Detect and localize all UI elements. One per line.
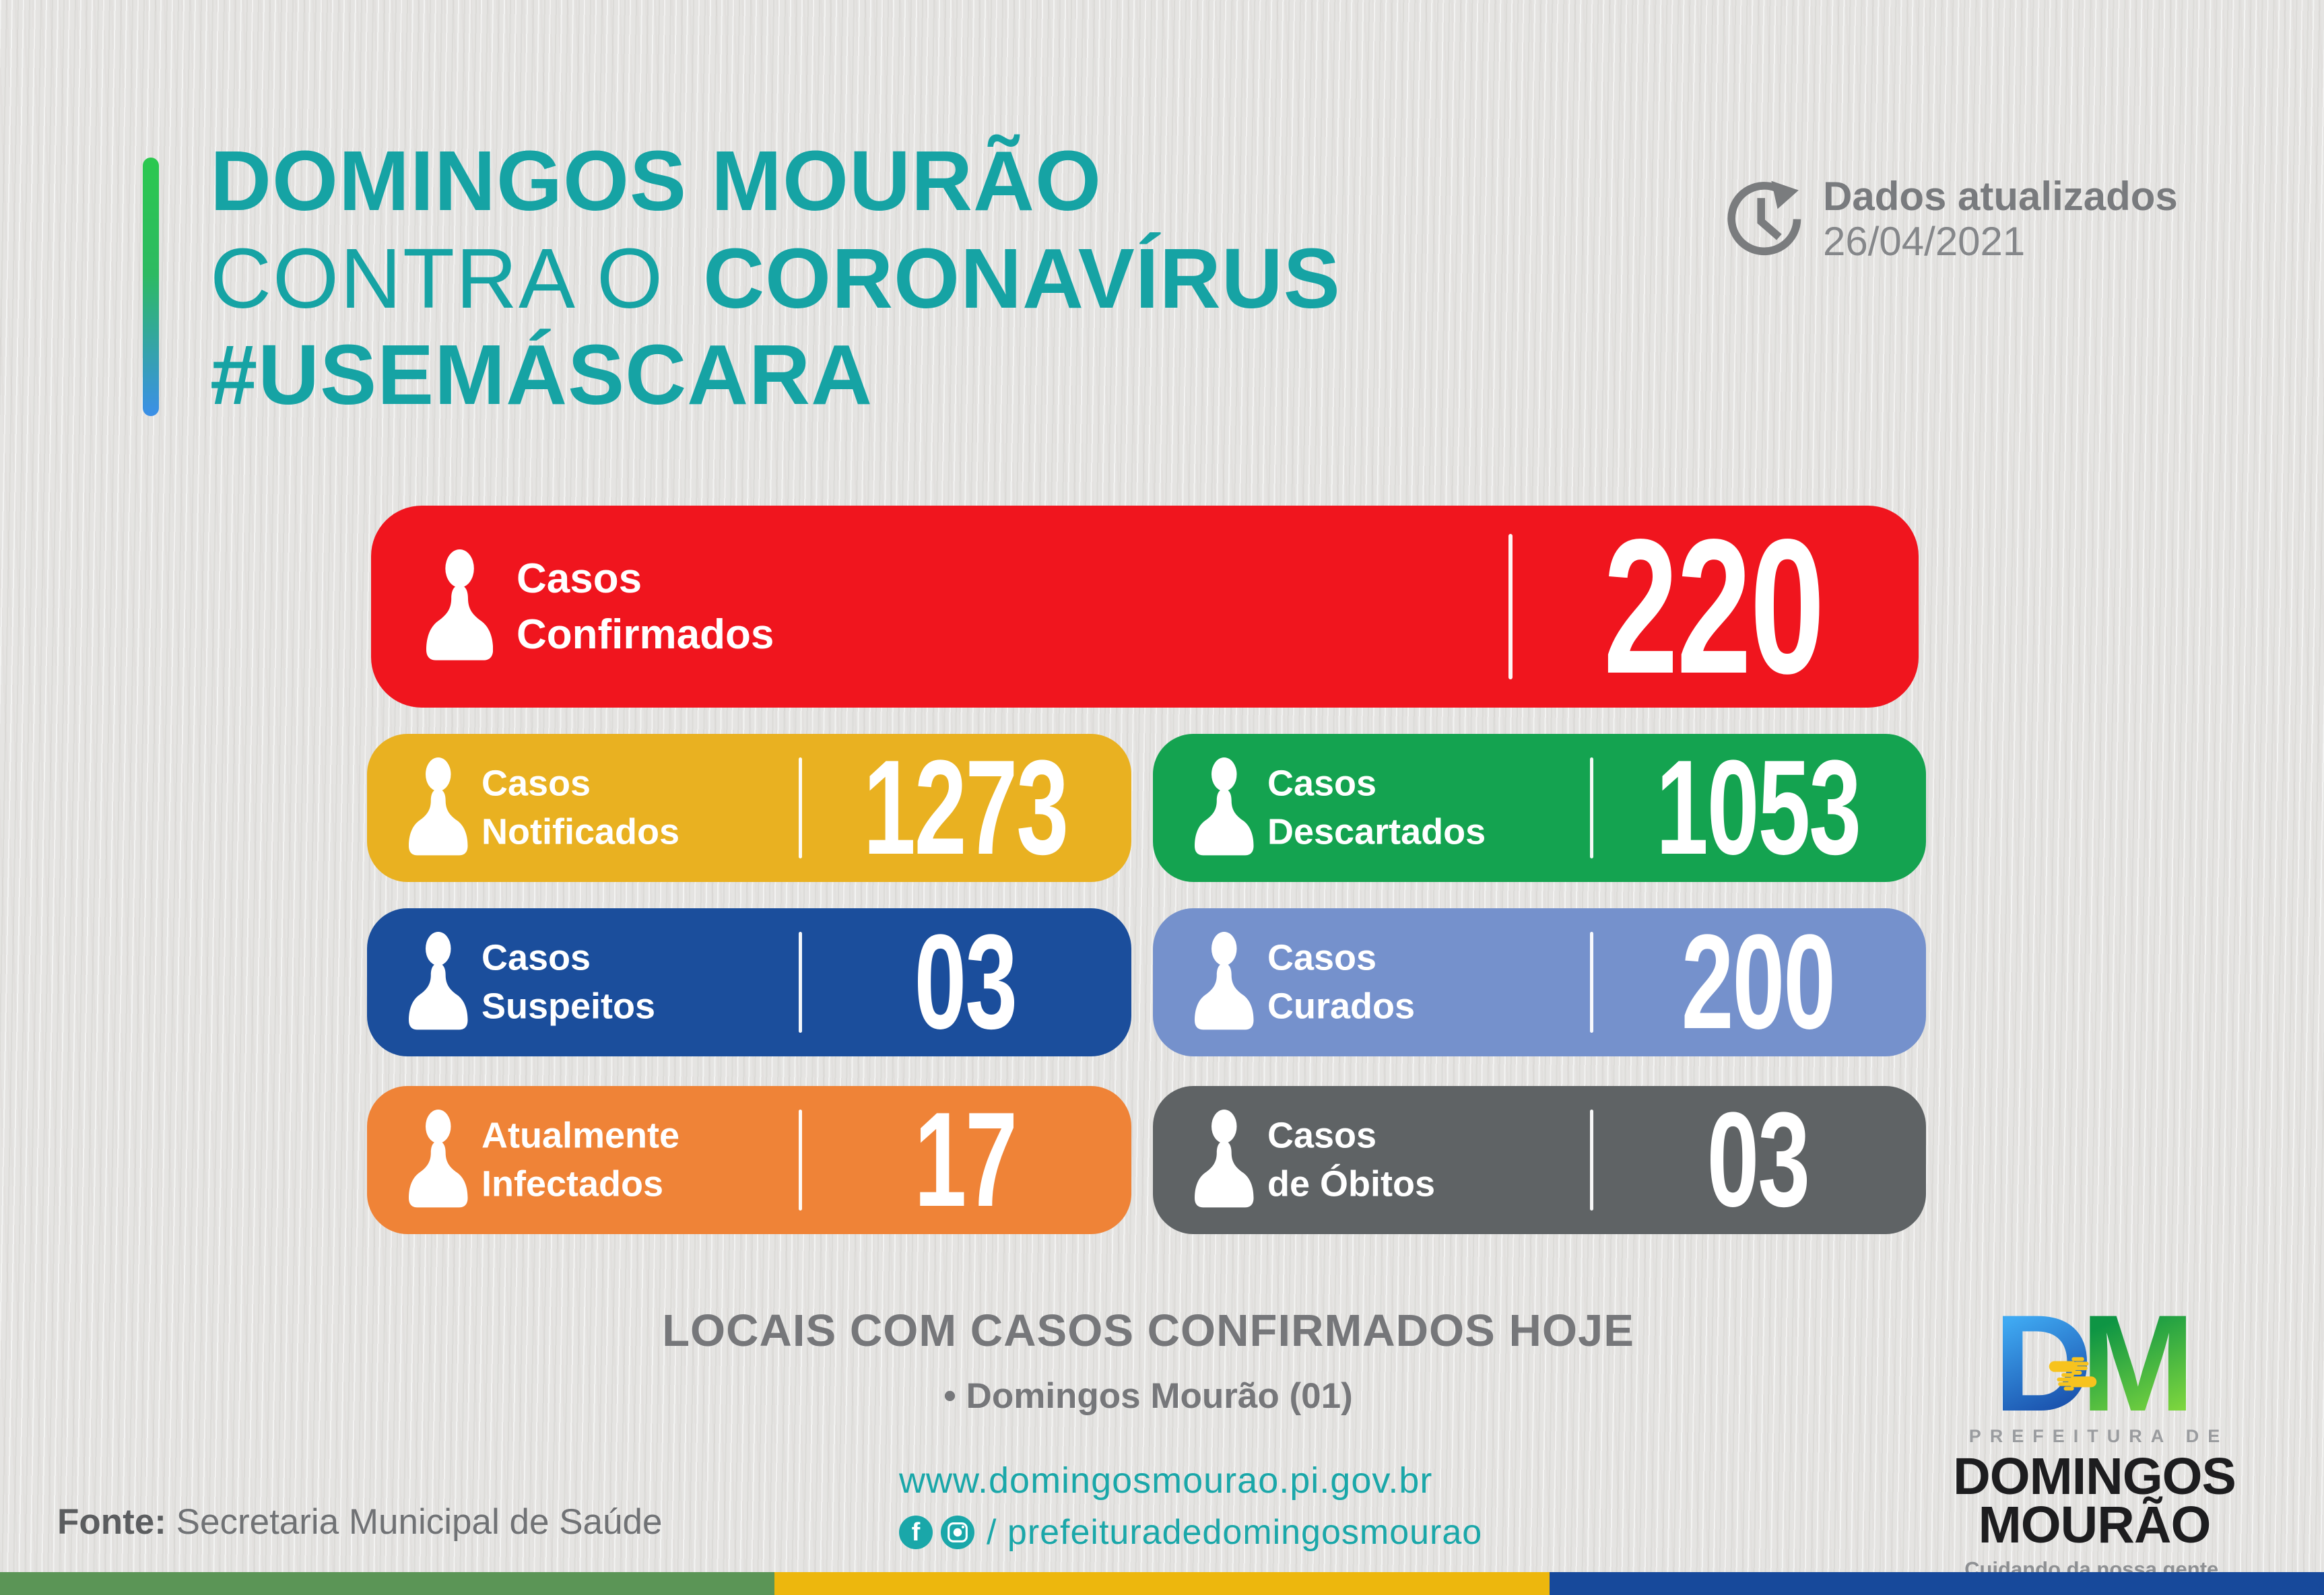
person-icon (409, 1110, 468, 1208)
locais-item: • Domingos Mourão (01) (943, 1376, 1353, 1416)
stripe-green (0, 1572, 775, 1595)
source-value: Secretaria Municipal de Saúde (166, 1502, 663, 1542)
card-label-line2: Curados (1267, 986, 1416, 1027)
card-label-line2: Notificados (482, 812, 680, 852)
card-label-line1: Casos (1267, 937, 1377, 978)
card-value: 03 (1706, 1085, 1811, 1235)
person-icon (1195, 932, 1254, 1030)
card-label-line1: Casos (482, 763, 591, 804)
logo-prefix: PREFEITURA DE (1968, 1426, 2229, 1446)
stat-card-atualmente-infectados: Atualmente Infectados 17 (367, 1086, 1131, 1234)
social-row: f / prefeituradedomingosmourao (899, 1512, 1482, 1553)
bottom-stripe (0, 1572, 2324, 1595)
updated-date: 26/04/2021 (1823, 219, 2026, 264)
card-value: 1053 (1655, 733, 1861, 883)
person-icon (1195, 757, 1254, 856)
dm-monogram: DM (1938, 1287, 2251, 1440)
locais-section: LOCAIS COM CASOS CONFIRMADOS HOJE • Domi… (367, 1305, 1929, 1417)
facebook-icon: f (899, 1516, 933, 1549)
card-label-line2: Descartados (1267, 812, 1486, 852)
person-icon (409, 757, 468, 856)
prefeitura-logo: DM PREFEITURA DE DOMINGOS MOURÃO Cuid (1938, 1287, 2251, 1582)
web-footer: www.domingosmourao.pi.gov.br f / prefeit… (899, 1460, 1482, 1553)
monogram-letter-m: M (2080, 1287, 2195, 1440)
card-value: 03 (914, 907, 1018, 1057)
card-label-line2: Confirmados (517, 611, 774, 658)
card-value: 1273 (863, 733, 1069, 883)
title-line-2-light: CONTRA O (210, 231, 665, 326)
stat-card-casos-confirmados: Casos Confirmados 220 (371, 506, 1919, 708)
card-label-line2: Suspeitos (482, 986, 656, 1027)
card-label-line2: de Óbitos (1267, 1164, 1436, 1204)
card-divider (1589, 1110, 1593, 1211)
card-label-line1: Casos (482, 937, 591, 978)
stat-card-casos-curados: Casos Curados 200 (1153, 908, 1926, 1056)
title-line-1: DOMINGOS MOURÃO (210, 133, 1102, 228)
person-icon (426, 549, 494, 660)
instagram-icon (941, 1516, 974, 1549)
updated-label: Dados atualizados (1823, 174, 2178, 219)
logo-name-line2: MOURÃO (1978, 1496, 2212, 1554)
stat-card-casos-suspeitos: Casos Suspeitos 03 (367, 908, 1131, 1056)
social-handle: / prefeituradedomingosmourao (987, 1513, 1483, 1552)
hugging-hands-icon (2049, 1357, 2097, 1391)
card-divider (799, 1110, 803, 1211)
card-divider (799, 932, 803, 1033)
card-label-line2: Infectados (482, 1164, 664, 1204)
person-icon (409, 932, 468, 1030)
card-divider (799, 757, 803, 858)
history-clock-icon (1727, 180, 1801, 256)
person-icon (1195, 1110, 1254, 1208)
card-label-line1: Casos (1267, 1115, 1377, 1156)
card-label-line1: Casos (517, 555, 642, 602)
title-line-2-bold: CORONAVÍRUS (703, 231, 1341, 326)
stripe-blue (1549, 1572, 2324, 1595)
card-label-line1: Casos (1267, 763, 1377, 804)
card-value: 220 (1603, 499, 1825, 714)
stripe-yellow (774, 1572, 1550, 1595)
source-note: Fonte: Secretaria Municipal de Saúde (57, 1501, 662, 1542)
card-divider (1589, 932, 1593, 1033)
header-accent-bar (143, 158, 159, 416)
website-url: www.domingosmourao.pi.gov.br (899, 1460, 1433, 1501)
title-hashtag: #USEMÁSCARA (210, 327, 873, 422)
card-value: 200 (1681, 907, 1836, 1057)
page-title: DOMINGOS MOURÃO CONTRA O CORONAVÍRUS #USE… (210, 132, 1341, 423)
data-updated-block: Dados atualizados 26/04/2021 (1726, 174, 2178, 264)
card-label-line1: Atualmente (482, 1115, 680, 1156)
stat-card-casos-de-obitos: Casos de Óbitos 03 (1153, 1086, 1926, 1234)
title-line-2: CONTRA O CORONAVÍRUS (210, 230, 1341, 327)
card-divider (1508, 534, 1513, 679)
stat-card-casos-notificados: Casos Notificados 1273 (367, 734, 1131, 882)
stat-card-casos-descartados: Casos Descartados 1053 (1153, 734, 1926, 882)
card-value: 17 (914, 1085, 1018, 1235)
source-label: Fonte: (57, 1502, 166, 1542)
locais-heading: LOCAIS COM CASOS CONFIRMADOS HOJE (662, 1305, 1634, 1356)
card-divider (1589, 757, 1593, 858)
logo-name-line1: DOMINGOS (1953, 1448, 2236, 1505)
